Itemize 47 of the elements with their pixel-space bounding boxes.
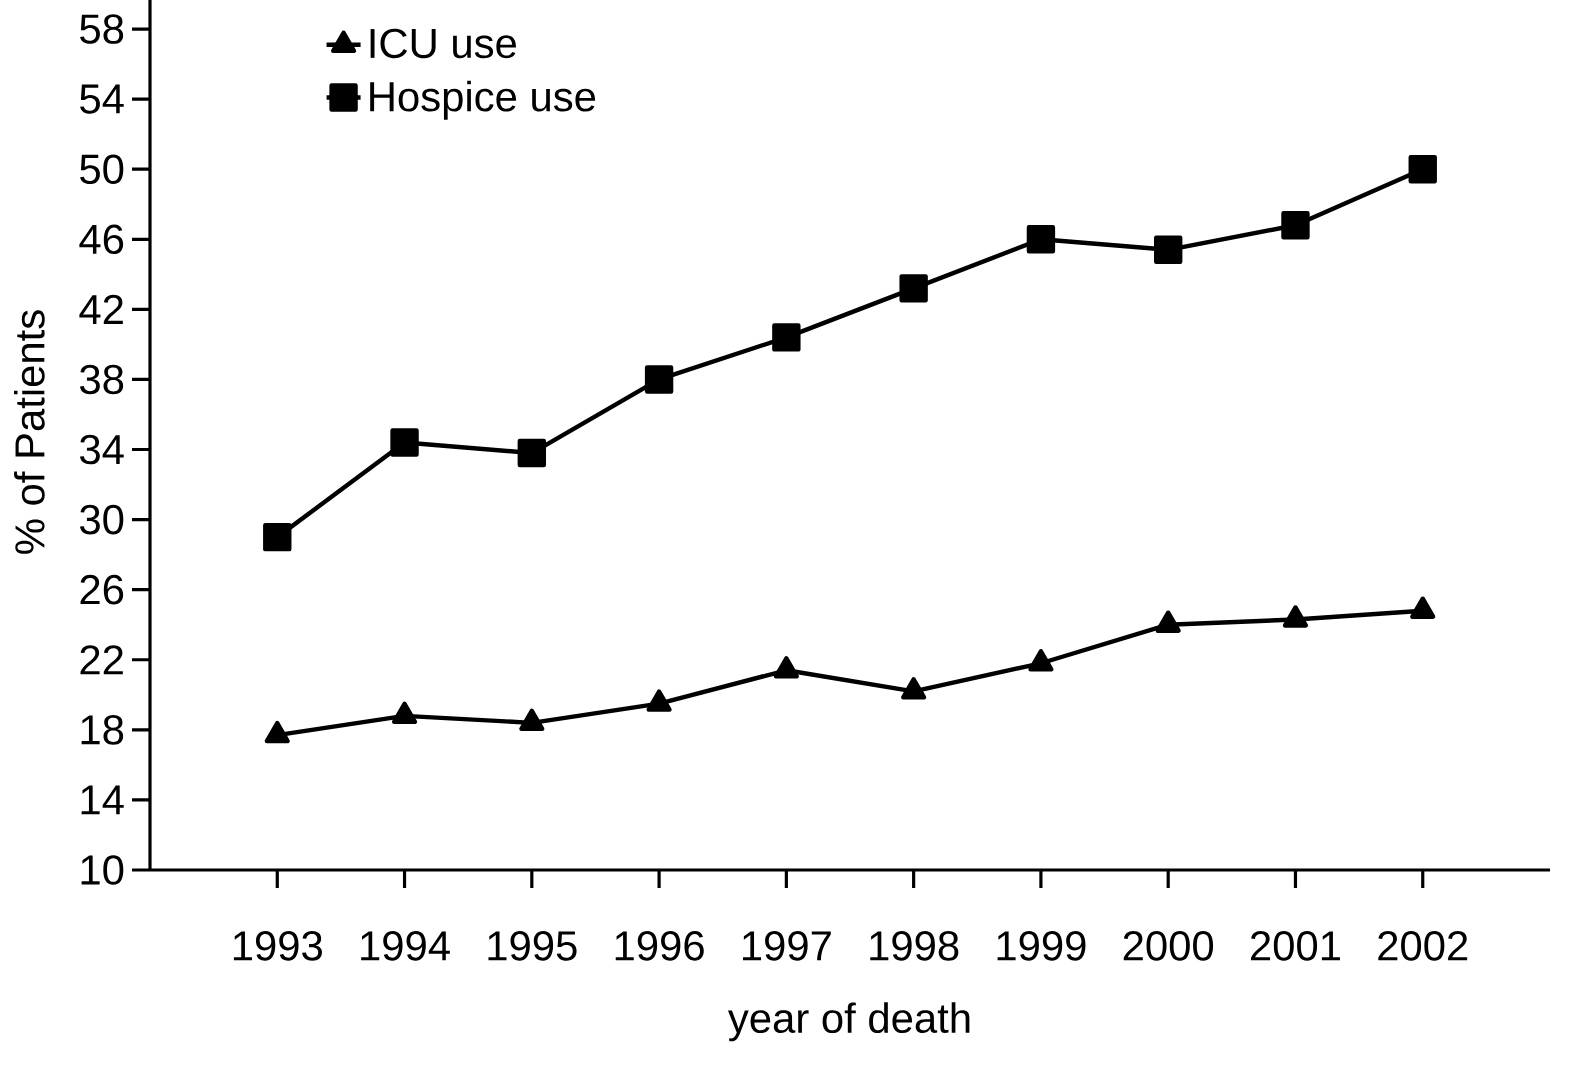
x-tick-label: 2000 [1123, 931, 1214, 961]
x-tick-label: 1999 [997, 931, 1086, 961]
point [519, 708, 545, 732]
point [391, 701, 418, 725]
x-tick-label: 1994 [361, 931, 450, 961]
point [1026, 225, 1056, 254]
y-tick-label: 42 [79, 294, 123, 324]
point [773, 656, 799, 679]
point [644, 365, 674, 394]
point [646, 689, 672, 712]
x-tick-label: 1996 [615, 931, 704, 961]
x-tick-label: 2002 [1378, 931, 1468, 961]
x-tick-label: 1993 [233, 931, 322, 961]
y-tick-label: 58 [80, 14, 124, 44]
legend-label: ICU use [370, 28, 516, 59]
y-tick-label: 22 [80, 645, 123, 675]
x-tick-label: 1997 [743, 931, 831, 961]
y-tick-label: 54 [80, 84, 124, 114]
y-axis-title: % of Patients [14, 310, 45, 554]
y-tick-label: 34 [80, 434, 124, 465]
y-tick-label: 50 [80, 154, 124, 185]
x-tick-label: 1998 [870, 931, 959, 961]
y-tick-label: 38 [80, 364, 124, 395]
point [517, 438, 547, 468]
point [263, 522, 292, 552]
y-tick-label: 14 [81, 785, 124, 815]
x-axis-title: year of death [727, 1002, 970, 1042]
y-tick-label: 46 [79, 224, 124, 255]
point [390, 428, 419, 457]
y-tick-label: 18 [81, 715, 124, 745]
legend-label: Hospice use [370, 80, 596, 120]
y-tick-label: 30 [80, 504, 124, 535]
y-tick-label: 26 [80, 574, 124, 605]
point [1281, 211, 1310, 240]
point [899, 274, 928, 303]
x-tick-label: 1995 [488, 931, 577, 961]
point [772, 323, 801, 352]
point [1155, 610, 1181, 633]
point [1408, 155, 1437, 184]
point [1028, 649, 1054, 672]
point [1282, 605, 1309, 628]
point [901, 677, 927, 700]
x-tick-label: 2001 [1251, 931, 1340, 961]
point [264, 720, 290, 744]
point [1154, 235, 1183, 264]
y-tick-label: 10 [81, 855, 124, 885]
point [1410, 596, 1436, 619]
